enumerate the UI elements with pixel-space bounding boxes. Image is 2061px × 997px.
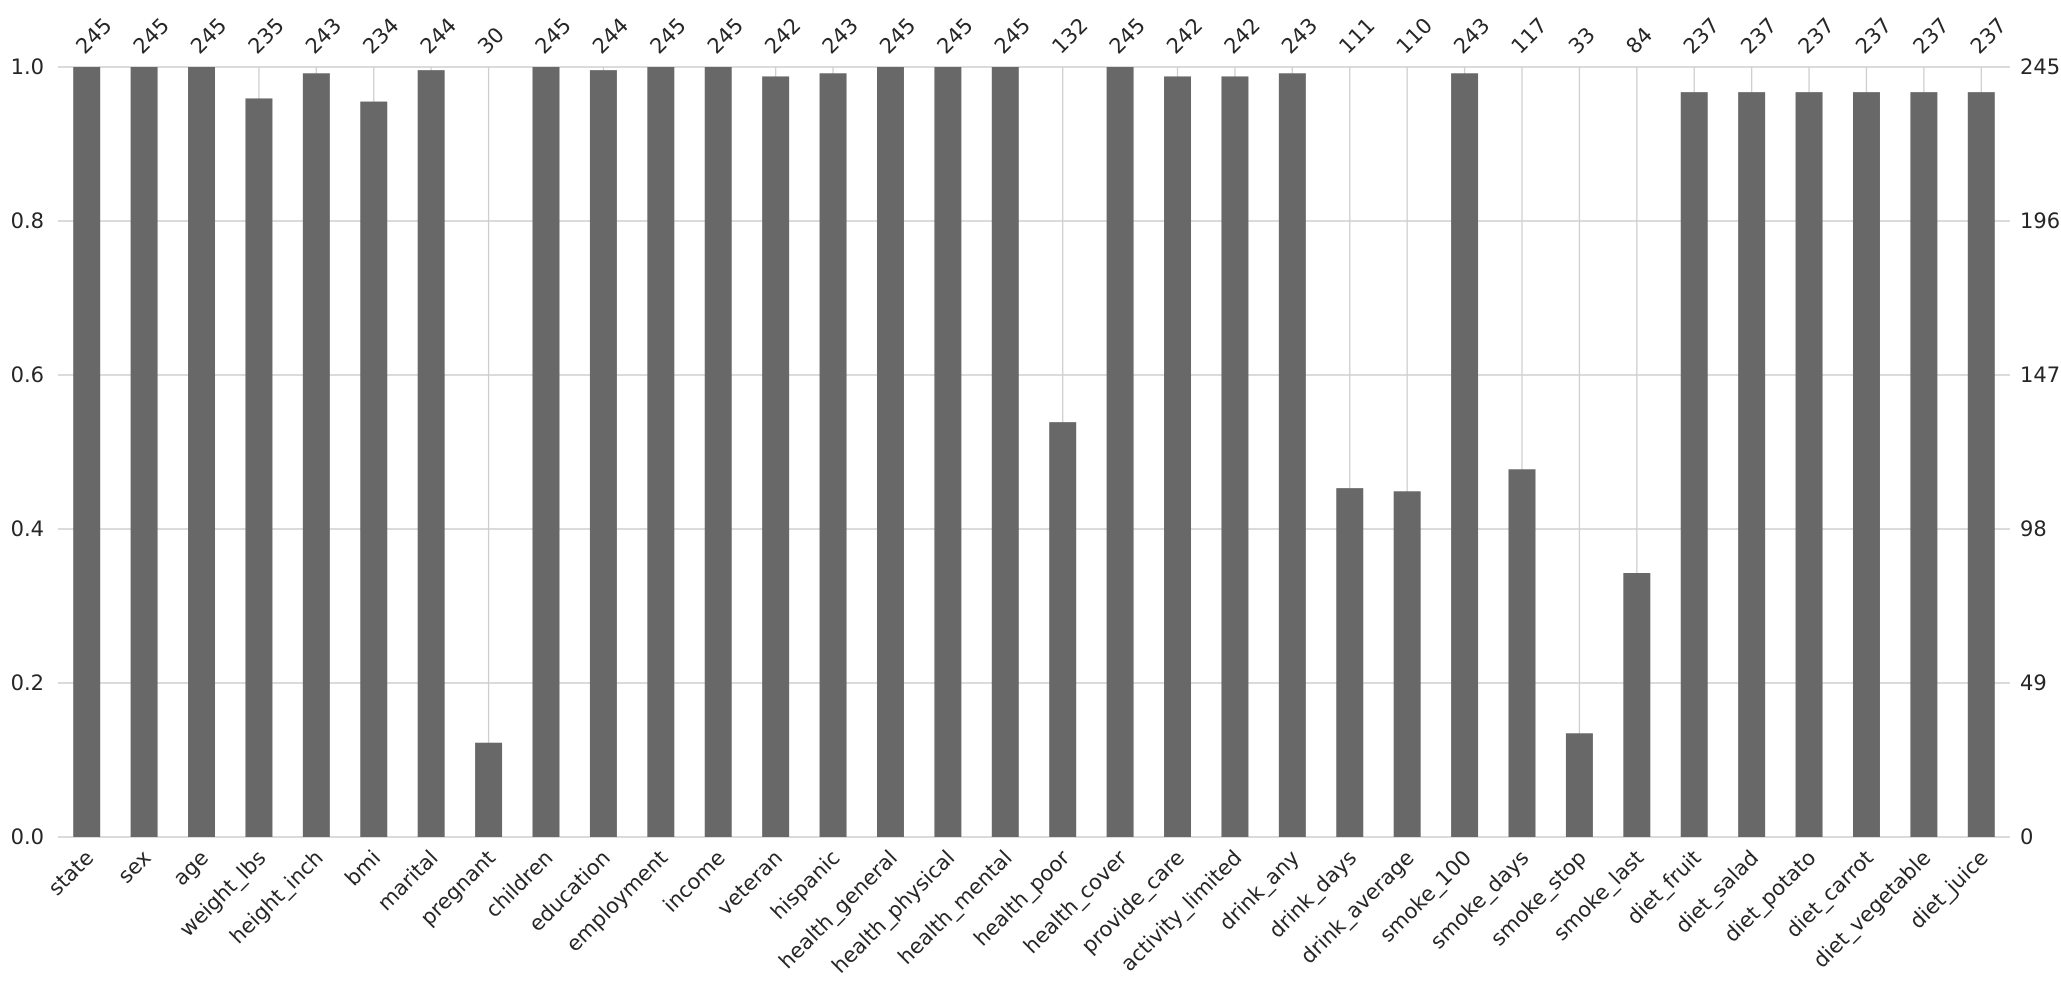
count-label: 235 — [244, 13, 289, 58]
x-tick-label: employment — [562, 846, 673, 957]
right-tick-label: 245 — [2020, 55, 2060, 79]
left-y-axis: 0.0 0.2 0.4 0.6 0.8 1.0 — [11, 55, 44, 849]
bar-education — [589, 70, 617, 837]
bar-drink_any — [1278, 73, 1306, 838]
count-label: 245 — [71, 13, 116, 58]
bar-marital — [417, 70, 445, 837]
left-tick-label: 0.8 — [11, 209, 44, 233]
right-tick-label: 196 — [2020, 209, 2060, 233]
bar-weight_lbs — [245, 98, 273, 837]
bar-veteran — [762, 76, 790, 837]
right-y-axis: 0 49 98 147 196 245 — [2020, 55, 2060, 849]
count-label: 237 — [1794, 13, 1839, 58]
bar-diet_potato — [1795, 92, 1823, 837]
bar-diet_juice — [1967, 92, 1995, 837]
bar-diet_salad — [1738, 92, 1766, 837]
bar-diet_carrot — [1852, 92, 1880, 837]
bar-income — [704, 67, 732, 837]
bar-diet_vegetable — [1910, 92, 1938, 837]
bar-height_inch — [302, 73, 330, 838]
count-label: 245 — [1105, 13, 1150, 58]
bar-sex — [130, 67, 158, 837]
count-label: 117 — [1507, 13, 1552, 58]
left-tick-label: 0.6 — [11, 363, 44, 387]
count-label: 84 — [1621, 23, 1657, 59]
bar-pregnant — [475, 742, 503, 837]
right-tick-label: 147 — [2020, 363, 2060, 387]
bars-group — [73, 67, 1995, 838]
bar-state — [73, 67, 101, 837]
count-label: 243 — [1449, 13, 1494, 58]
count-label: 244 — [588, 13, 633, 58]
count-label: 245 — [875, 13, 920, 58]
right-tick-label: 49 — [2020, 671, 2047, 695]
count-label: 237 — [1851, 13, 1896, 58]
count-label: 242 — [760, 13, 805, 58]
bar-smoke_100 — [1451, 73, 1479, 838]
x-tick-label: state — [44, 846, 99, 901]
top-count-labels: 245 245 245 235 243 234 244 30 245 244 245 245 242 24… — [71, 13, 2011, 58]
count-label: 242 — [1162, 13, 1207, 58]
count-label: 245 — [703, 13, 748, 58]
count-label: 111 — [1334, 13, 1379, 58]
bar-smoke_stop — [1565, 733, 1593, 837]
count-label: 132 — [1047, 13, 1092, 58]
grid-lines — [58, 66, 2010, 838]
bar-activity_limited — [1221, 76, 1249, 837]
count-label: 245 — [990, 13, 1035, 58]
count-label: 110 — [1392, 13, 1437, 58]
bar-age — [188, 67, 216, 837]
count-label: 244 — [416, 13, 461, 58]
bar-health_general — [876, 67, 904, 837]
count-label: 245 — [129, 13, 174, 58]
count-label: 245 — [531, 13, 576, 58]
x-tick-label: bmi — [340, 846, 385, 891]
count-label: 245 — [932, 13, 977, 58]
count-label: 237 — [1679, 13, 1724, 58]
x-tick-label: sex — [113, 846, 155, 888]
bar-diet_fruit — [1680, 92, 1708, 837]
right-tick-label: 0 — [2020, 825, 2033, 849]
bar-drink_days — [1336, 488, 1364, 837]
count-label: 245 — [186, 13, 231, 58]
count-label: 33 — [1564, 23, 1600, 59]
bar-health_mental — [991, 67, 1019, 837]
bar-health_poor — [1049, 422, 1077, 837]
count-label: 242 — [1220, 13, 1265, 58]
count-label: 243 — [301, 13, 346, 58]
count-label: 234 — [358, 13, 403, 58]
count-label: 243 — [818, 13, 863, 58]
left-tick-label: 0.4 — [11, 517, 44, 541]
left-tick-label: 1.0 — [11, 55, 44, 79]
right-tick-label: 98 — [2020, 517, 2047, 541]
bar-drink_average — [1393, 491, 1421, 837]
bar-smoke_last — [1623, 573, 1651, 837]
bar-bmi — [360, 101, 388, 838]
count-label: 237 — [1966, 13, 2011, 58]
bar-provide_care — [1164, 76, 1192, 837]
count-label: 243 — [1277, 13, 1322, 58]
count-label: 237 — [1736, 13, 1781, 58]
x-tick-label: age — [168, 846, 213, 891]
bar-health_cover — [1106, 67, 1134, 837]
bar-employment — [647, 67, 675, 837]
count-label: 245 — [645, 13, 690, 58]
count-label: 30 — [473, 23, 509, 59]
left-tick-label: 0.2 — [11, 671, 44, 695]
count-label: 237 — [1908, 13, 1953, 58]
bar-smoke_days — [1508, 469, 1536, 837]
bar-hispanic — [819, 73, 847, 838]
bar-children — [532, 67, 560, 837]
left-tick-label: 0.0 — [11, 825, 44, 849]
bar-health_physical — [934, 67, 962, 837]
